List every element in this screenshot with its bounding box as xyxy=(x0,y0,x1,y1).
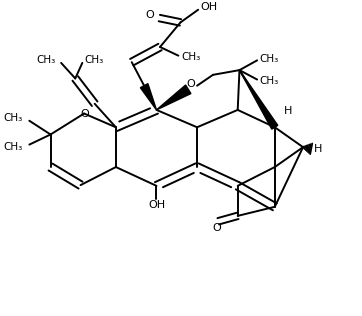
Text: H: H xyxy=(284,106,293,116)
Text: H: H xyxy=(313,144,322,154)
Text: OH: OH xyxy=(148,200,165,210)
Text: O: O xyxy=(212,223,221,233)
Polygon shape xyxy=(140,84,156,110)
Text: CH₃: CH₃ xyxy=(259,76,278,86)
Text: O: O xyxy=(186,79,195,89)
Text: CH₃: CH₃ xyxy=(181,52,201,62)
Text: O: O xyxy=(81,108,89,118)
Text: OH: OH xyxy=(201,2,218,12)
Text: CH₃: CH₃ xyxy=(4,142,23,152)
Text: CH₃: CH₃ xyxy=(84,55,103,65)
Text: CH₃: CH₃ xyxy=(37,55,56,65)
Polygon shape xyxy=(156,85,191,110)
Text: CH₃: CH₃ xyxy=(4,113,23,123)
Text: CH₃: CH₃ xyxy=(259,53,278,64)
Text: O: O xyxy=(145,10,153,20)
Polygon shape xyxy=(240,70,278,129)
